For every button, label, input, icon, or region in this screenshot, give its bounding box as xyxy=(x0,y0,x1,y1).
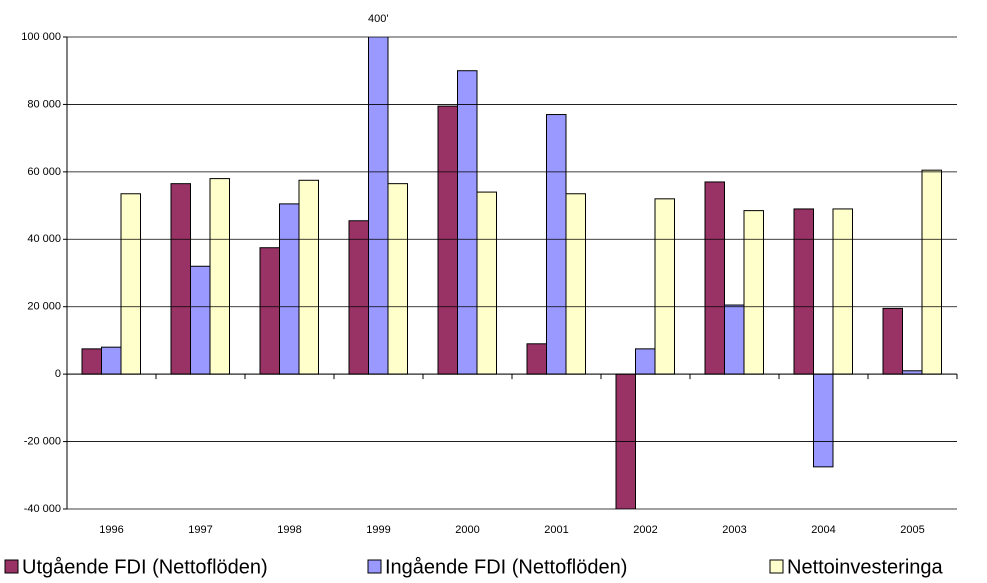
bar xyxy=(368,37,389,375)
legend-swatch xyxy=(769,559,784,574)
bar xyxy=(170,183,191,375)
y-tick-label: -40 000 xyxy=(24,503,61,515)
y-tick-label: -20 000 xyxy=(24,435,61,447)
x-tick-label: 2002 xyxy=(633,524,657,536)
y-tick-label: 40 000 xyxy=(27,233,61,245)
bar xyxy=(101,346,122,375)
bar xyxy=(437,105,458,375)
bar xyxy=(724,304,745,375)
plot-area xyxy=(81,37,942,509)
bar xyxy=(81,348,102,375)
x-tick-label: 1997 xyxy=(188,524,212,536)
bar xyxy=(190,265,211,375)
bar xyxy=(565,193,586,375)
y-tick-label: 100 000 xyxy=(21,31,61,43)
bar xyxy=(793,208,814,375)
bar xyxy=(476,191,497,375)
y-tick-label: 60 000 xyxy=(27,166,61,178)
bar xyxy=(882,307,903,375)
x-tick-label: 2005 xyxy=(900,524,924,536)
x-tick-label: 1998 xyxy=(277,524,301,536)
bar xyxy=(348,220,369,375)
legend-text: Nettoinvesteringa xyxy=(787,556,944,578)
bar xyxy=(259,247,280,375)
bar xyxy=(120,193,141,375)
legend-text: Ingående FDI (Nettoflöden) xyxy=(385,556,627,578)
y-tick-label: 20 000 xyxy=(27,301,61,313)
x-tick-label: 2003 xyxy=(722,524,746,536)
legend-text: Utgående FDI (Nettoflöden) xyxy=(22,556,268,578)
bar xyxy=(832,208,853,375)
bar xyxy=(387,183,408,375)
bar xyxy=(704,181,725,375)
y-tick-label: 0 xyxy=(55,368,61,380)
data-label: 400' xyxy=(368,13,388,25)
x-tick-label: 2004 xyxy=(811,524,835,536)
y-tick-label: 80 000 xyxy=(27,98,61,110)
x-tick-label: 2001 xyxy=(544,524,568,536)
x-tick-label: 2000 xyxy=(455,524,479,536)
bar xyxy=(813,373,834,468)
bar xyxy=(546,114,567,375)
bar xyxy=(921,169,942,375)
bar xyxy=(902,370,923,375)
bar xyxy=(743,210,764,375)
bar xyxy=(298,179,319,375)
bar xyxy=(526,343,547,375)
bar xyxy=(457,70,478,375)
x-tick-label: 1996 xyxy=(99,524,123,536)
legend-swatch xyxy=(4,559,19,574)
bar xyxy=(635,348,656,375)
x-tick-label: 1999 xyxy=(366,524,390,536)
legend-swatch xyxy=(367,559,382,574)
bar xyxy=(654,198,675,375)
bar xyxy=(279,203,300,375)
bar xyxy=(209,178,230,375)
